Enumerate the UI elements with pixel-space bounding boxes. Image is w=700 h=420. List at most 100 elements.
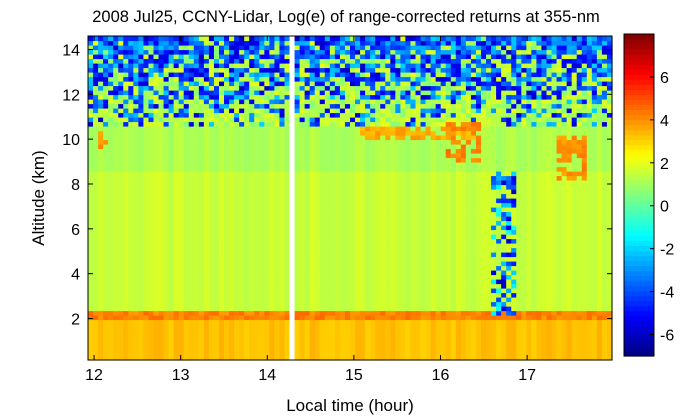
heatmap-cell bbox=[143, 40, 150, 46]
heatmap-cell bbox=[284, 162, 291, 168]
heatmap-cell bbox=[163, 346, 170, 352]
heatmap-cell bbox=[244, 193, 250, 199]
heatmap-cell bbox=[219, 238, 225, 244]
heatmap-cell bbox=[339, 216, 346, 222]
heatmap-cell bbox=[178, 238, 185, 244]
heatmap-cell bbox=[208, 193, 215, 199]
heatmap-cell bbox=[350, 351, 356, 357]
heatmap-cell bbox=[198, 85, 205, 91]
heatmap-cell bbox=[415, 108, 422, 114]
heatmap-cell bbox=[93, 63, 99, 69]
heatmap-cell bbox=[168, 310, 175, 316]
heatmap-cell bbox=[133, 36, 139, 42]
heatmap-cell bbox=[375, 333, 381, 339]
heatmap-cell bbox=[299, 72, 306, 78]
heatmap-cell bbox=[269, 283, 276, 289]
heatmap-cell bbox=[289, 144, 296, 150]
heatmap-cell bbox=[425, 180, 432, 186]
heatmap-cell bbox=[294, 126, 301, 132]
heatmap-cell bbox=[420, 211, 427, 217]
heatmap-cell bbox=[425, 351, 432, 357]
heatmap-cell bbox=[370, 130, 376, 136]
heatmap-cell bbox=[410, 315, 417, 321]
heatmap-cell bbox=[244, 117, 250, 123]
heatmap-cell bbox=[234, 211, 240, 217]
heatmap-cell bbox=[279, 283, 286, 289]
heatmap-cell bbox=[390, 144, 396, 150]
heatmap-cell bbox=[143, 85, 150, 91]
heatmap-cell bbox=[339, 297, 346, 303]
heatmap-cell bbox=[153, 148, 160, 154]
heatmap-cell bbox=[108, 315, 114, 321]
heatmap-cell bbox=[405, 45, 412, 51]
heatmap-cell bbox=[289, 54, 296, 60]
heatmap-cell bbox=[168, 117, 175, 123]
heatmap-cell bbox=[173, 94, 180, 100]
heatmap-cell bbox=[294, 261, 301, 267]
heatmap-cell bbox=[430, 306, 437, 312]
heatmap-cell bbox=[329, 225, 336, 231]
heatmap-cell bbox=[304, 306, 311, 312]
heatmap-cell bbox=[289, 351, 296, 357]
heatmap-cell bbox=[173, 54, 180, 60]
heatmap-cell bbox=[138, 279, 145, 285]
heatmap-cell bbox=[390, 153, 396, 159]
heatmap-cell bbox=[188, 103, 195, 109]
heatmap-cell bbox=[274, 130, 281, 136]
heatmap-cell bbox=[208, 279, 215, 285]
heatmap-cell bbox=[430, 126, 437, 132]
heatmap-cell bbox=[254, 310, 260, 316]
heatmap-cell bbox=[198, 180, 205, 186]
heatmap-cell bbox=[304, 225, 311, 231]
heatmap-cell bbox=[435, 270, 442, 276]
heatmap-cell bbox=[269, 54, 276, 60]
heatmap-cell bbox=[425, 279, 432, 285]
heatmap-cell bbox=[229, 94, 235, 100]
heatmap-cell bbox=[365, 355, 371, 361]
heatmap-cell bbox=[173, 90, 180, 96]
heatmap-cell bbox=[420, 261, 427, 267]
heatmap-cell bbox=[390, 36, 396, 42]
heatmap-cell bbox=[329, 90, 336, 96]
heatmap-cell bbox=[198, 90, 205, 96]
heatmap-cell bbox=[339, 301, 346, 307]
heatmap-cell bbox=[234, 346, 240, 352]
heatmap-cell bbox=[289, 270, 296, 276]
heatmap-cell bbox=[279, 117, 286, 123]
heatmap-cell bbox=[234, 121, 240, 127]
heatmap-cell bbox=[203, 288, 210, 294]
heatmap-cell bbox=[415, 207, 422, 213]
heatmap-cell bbox=[314, 135, 321, 141]
heatmap-cell bbox=[294, 81, 301, 87]
heatmap-cell bbox=[395, 310, 401, 316]
heatmap-cell bbox=[410, 189, 417, 195]
heatmap-cell bbox=[173, 130, 180, 136]
heatmap-cell bbox=[123, 112, 129, 118]
heatmap-cell bbox=[98, 58, 104, 64]
heatmap-cell bbox=[329, 162, 336, 168]
heatmap-cell bbox=[123, 58, 129, 64]
heatmap-cell bbox=[390, 292, 396, 298]
heatmap-cell bbox=[193, 216, 200, 222]
heatmap-cell bbox=[103, 135, 109, 141]
heatmap-cell bbox=[344, 94, 351, 100]
heatmap-cell bbox=[319, 198, 326, 204]
heatmap-cell bbox=[118, 283, 124, 289]
heatmap-cell bbox=[350, 247, 356, 253]
heatmap-cell bbox=[239, 67, 245, 73]
heatmap-cell bbox=[138, 130, 145, 136]
heatmap-cell bbox=[128, 117, 134, 123]
heatmap-cell bbox=[425, 108, 432, 114]
heatmap-cell bbox=[294, 351, 301, 357]
heatmap-cell bbox=[319, 99, 326, 105]
heatmap-cell bbox=[234, 112, 240, 118]
heatmap-cell bbox=[264, 63, 270, 69]
heatmap-cell bbox=[294, 184, 301, 190]
heatmap-cell bbox=[284, 175, 291, 181]
heatmap-cell bbox=[178, 36, 185, 42]
heatmap-cell bbox=[224, 229, 230, 235]
heatmap-cell bbox=[108, 342, 114, 348]
heatmap-cell bbox=[213, 94, 220, 100]
heatmap-cell bbox=[294, 45, 301, 51]
heatmap-cell bbox=[213, 202, 220, 208]
